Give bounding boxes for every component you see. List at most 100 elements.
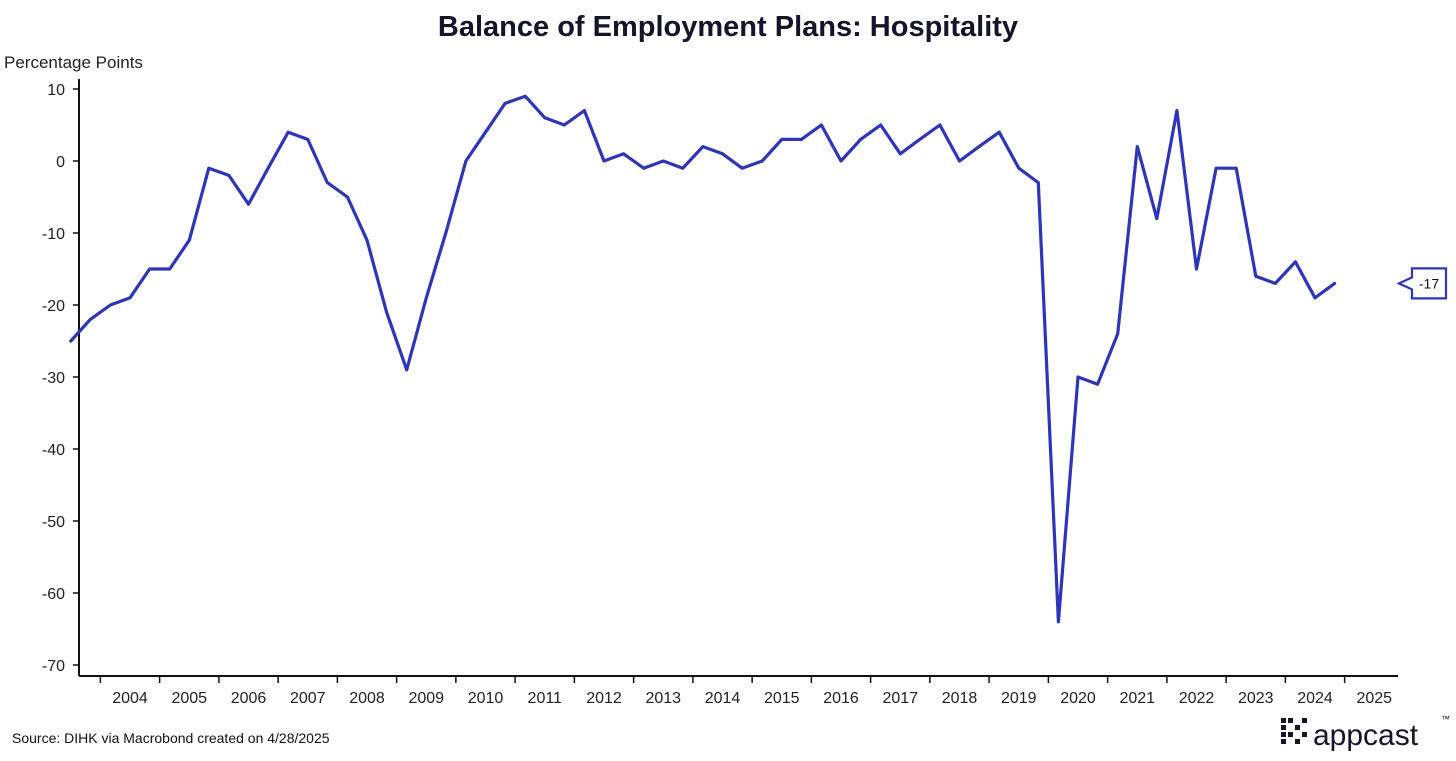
y-tick-label: -50 [42,514,65,531]
logo-dot [1302,732,1307,737]
data-point [405,368,409,372]
chart-title: Balance of Employment Plans: Hospitality [438,11,1018,43]
logo-dot [1288,732,1293,737]
x-tick-label: 2013 [645,690,681,707]
data-point [740,166,744,170]
x-tick-label: 2022 [1179,690,1215,707]
x-tick-label: 2010 [468,690,504,707]
x-tick-label: 2016 [823,690,859,707]
callout-box [1396,267,1448,300]
x-tick-label: 2005 [171,690,207,707]
data-point [562,123,566,127]
data-point [977,145,981,149]
data-point [346,195,349,199]
data-point [1214,166,1218,170]
data-point [187,238,191,242]
data-point [799,138,803,141]
data-point [1135,145,1139,149]
data-point [1313,296,1317,300]
y-axis-label: Percentage Points [4,53,143,72]
data-point [1116,332,1120,336]
data-point [622,152,625,156]
data-point [1175,109,1179,112]
x-tick-label: 2024 [1297,690,1333,707]
x-tick-label: 2011 [528,690,563,707]
y-tick-label: -70 [42,658,65,675]
data-point [879,123,883,127]
x-tick-label: 2007 [290,690,326,707]
data-point [1036,181,1040,185]
x-tick-label: 2009 [408,690,444,707]
y-tick-label: -20 [42,298,65,315]
data-point [1234,166,1238,170]
data-point [642,166,646,170]
data-point [503,102,507,105]
x-tick-label: 2021 [1119,690,1155,707]
y-tick-label: 10 [47,82,65,99]
data-point [385,310,388,314]
data-point [424,296,428,300]
data-point [109,303,112,307]
y-tick-label: 0 [56,154,65,171]
data-point [88,318,92,321]
x-tick-label: 2025 [1356,690,1392,707]
logo-dot [1281,725,1286,730]
series-group [69,94,1337,624]
data-point [148,267,152,271]
data-point [227,174,231,177]
x-tick-label: 2004 [112,690,148,707]
data-point [1294,260,1297,264]
data-point [898,152,902,156]
data-point [1195,267,1198,271]
data-point [839,159,843,163]
data-point [780,138,784,141]
data-point [266,166,270,170]
data-point [681,166,685,170]
data-point [207,166,211,170]
appcast-wordmark: appcast [1313,719,1419,752]
data-point [958,159,961,163]
x-tick-label: 2012 [586,690,622,707]
x-tick-label: 2008 [349,690,385,707]
appcast-logo: appcast ™ [1281,714,1450,752]
x-tick-label: 2006 [231,690,267,707]
data-point [69,339,73,343]
data-point [859,138,862,141]
data-point [583,109,586,112]
y-tick-label: -60 [42,586,65,603]
x-axis-ticks: 2004 2005 2006 2007 2008 2009 2010 2011 2012 2013… [99,676,1392,707]
data-point [523,94,527,98]
y-tick-label: -10 [42,226,65,243]
data-point [701,145,705,149]
data-point [1155,217,1159,221]
logo-dot [1288,718,1293,723]
source-note: Source: DIHK via Macrobond created on 4/… [12,730,330,746]
trademark-symbol: ™ [1441,714,1450,724]
data-point [286,130,290,134]
x-tick-label: 2023 [1238,690,1274,707]
logo-dot [1295,725,1300,730]
data-point [464,159,468,163]
data-point [444,231,448,235]
data-point [820,123,823,127]
data-point [1096,382,1099,386]
data-point [247,202,250,206]
data-point [325,181,329,185]
data-point [918,138,922,141]
y-axis-ticks: 10 0 -10 -20 -30 -40 -50 -60 -70 [42,82,79,675]
last-value-callout: -17 [1396,267,1448,300]
x-tick-label: 2017 [882,690,918,707]
data-point [938,123,942,127]
x-tick-label: 2020 [1060,690,1096,707]
x-tick-label: 2015 [764,690,800,707]
x-tick-label: 2014 [705,690,741,707]
data-point [721,152,724,156]
appcast-logo-mark [1281,718,1307,744]
data-point [1333,282,1336,285]
y-tick-label: -40 [42,442,65,459]
callout-label: -17 [1419,275,1439,291]
data-point [602,159,606,163]
logo-dot [1281,732,1286,737]
data-point [543,116,547,120]
